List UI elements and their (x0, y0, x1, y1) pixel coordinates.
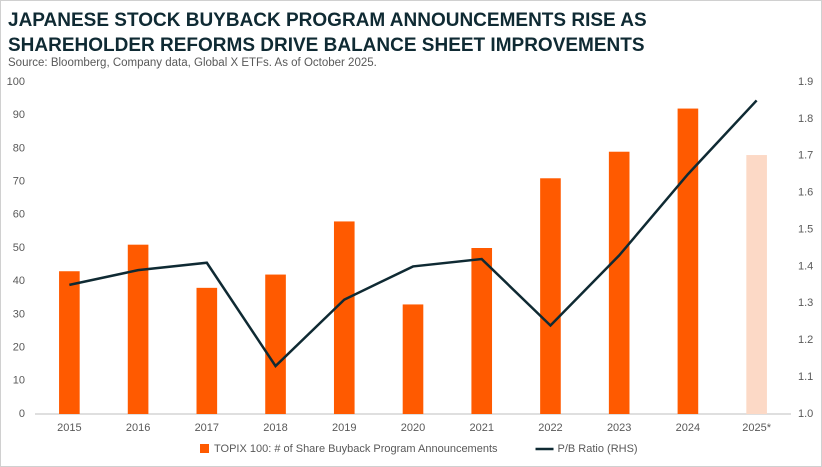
y-tick-label: 80 (13, 142, 25, 154)
y2-tick-label: 1.9 (798, 76, 813, 88)
x-tick-label: 2021 (469, 422, 493, 434)
x-tick-label: 2015 (57, 422, 81, 434)
y2-tick-label: 1.5 (798, 223, 813, 235)
legend-swatch (200, 444, 209, 453)
x-tick-label: 2023 (607, 422, 631, 434)
y-tick-label: 50 (13, 242, 25, 254)
x-tick-label: 2018 (263, 422, 287, 434)
y-tick-label: 70 (13, 176, 25, 188)
bar (608, 151, 630, 414)
y2-tick-label: 1.0 (798, 408, 813, 420)
x-tick-label: 2019 (332, 422, 356, 434)
y-tick-label: 100 (7, 76, 25, 88)
bar (746, 155, 767, 415)
bar (59, 271, 80, 414)
chart-title: SHAREHOLDER REFORMS DRIVE BALANCE SHEET … (8, 35, 645, 56)
y2-tick-label: 1.2 (798, 334, 813, 346)
legend-label: TOPIX 100: # of Share Buyback Program An… (214, 443, 498, 455)
y2-tick-label: 1.7 (798, 150, 813, 162)
y-tick-label: 10 (13, 375, 25, 387)
y-tick-label: 0 (19, 408, 25, 420)
legend-label: P/B Ratio (RHS) (558, 443, 638, 455)
x-tick-label: 2020 (401, 422, 425, 434)
y-tick-label: 90 (13, 109, 25, 121)
bar (402, 304, 424, 414)
x-tick-label: 2017 (195, 422, 219, 434)
y2-tick-label: 1.3 (798, 297, 813, 309)
line (69, 99, 758, 368)
bar (471, 248, 493, 414)
y2-tick-label: 1.6 (798, 187, 813, 199)
x-tick-label: 2025* (742, 422, 771, 434)
y2-tick-label: 1.4 (798, 260, 813, 272)
x-tick-label: 2024 (676, 422, 700, 434)
y-tick-label: 20 (13, 342, 25, 354)
y-tick-label: 30 (13, 308, 25, 320)
bar (677, 108, 699, 414)
bar (127, 244, 149, 414)
bar (265, 274, 286, 414)
x-tick-label: 2022 (538, 422, 562, 434)
bar (333, 221, 355, 414)
bar (540, 178, 561, 414)
y2-tick-label: 1.8 (798, 113, 813, 125)
chart-subtitle: Source: Bloomberg, Company data, Global … (8, 57, 377, 69)
chart-title: JAPANESE STOCK BUYBACK PROGRAM ANNOUNCEM… (8, 10, 647, 31)
y2-tick-label: 1.1 (798, 371, 813, 383)
x-tick-label: 2016 (126, 422, 150, 434)
bar (196, 287, 218, 414)
y-tick-label: 40 (13, 275, 25, 287)
y-tick-label: 60 (13, 209, 25, 221)
